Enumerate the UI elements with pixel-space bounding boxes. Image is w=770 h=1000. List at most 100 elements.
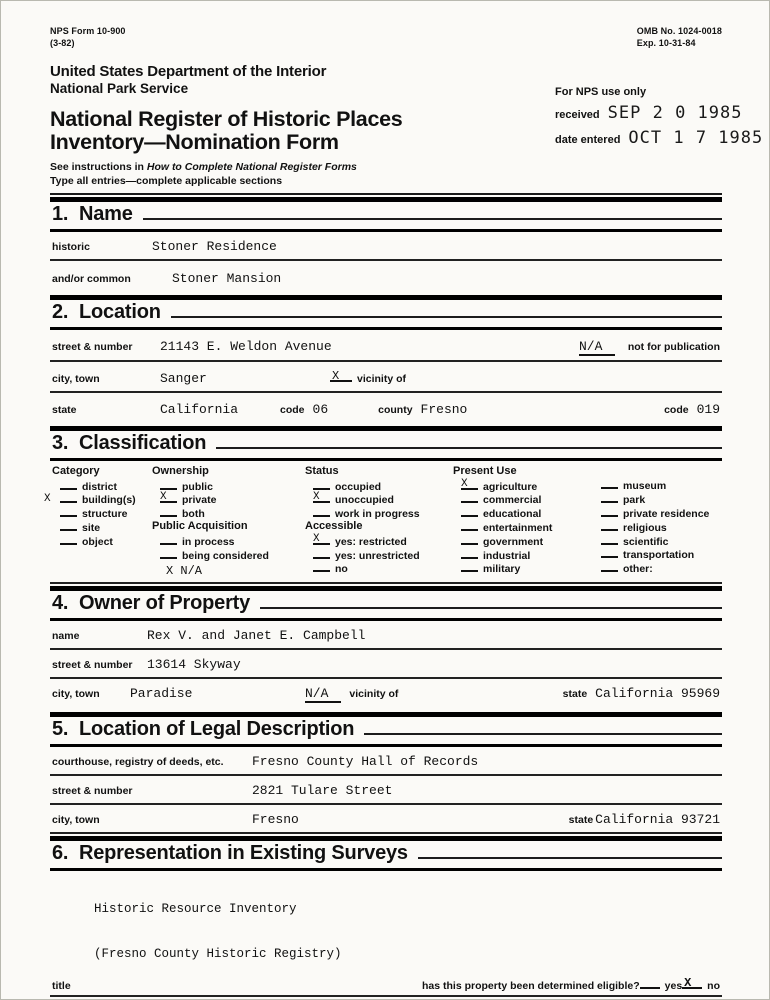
checkbox-private-residence: private residence xyxy=(593,506,722,520)
received-label: received xyxy=(555,109,600,121)
instructions: See instructions in How to Complete Nati… xyxy=(50,161,722,196)
blank-line xyxy=(60,537,77,545)
historic-label: historic xyxy=(52,241,90,254)
checkbox-being-considered: being considered xyxy=(152,548,305,562)
owner-vicinity-label: vicinity of xyxy=(349,687,399,700)
checkbox-military: military xyxy=(453,562,593,575)
accessible-header: Accessible xyxy=(305,520,363,533)
checkbox-label: yes: unrestricted xyxy=(335,549,420,562)
date-entered-row: date entered OCT 1 7 1985 xyxy=(555,128,762,148)
checkbox-label: government xyxy=(483,535,544,548)
street-label: street & number xyxy=(52,341,133,354)
checkbox-label: object xyxy=(82,535,113,548)
section-6-rule xyxy=(417,856,722,859)
blank-line xyxy=(601,523,618,531)
blank-line: X xyxy=(160,491,177,504)
eligible-question: has this property been determined eligib… xyxy=(422,979,640,992)
present-use-column-2: museum park private residence religious … xyxy=(593,465,722,578)
blank-line: X xyxy=(313,491,330,504)
blank-line xyxy=(601,537,618,545)
section-2-rule xyxy=(170,316,722,319)
checkbox-label: park xyxy=(623,494,646,507)
checkbox-scientific: scientific xyxy=(593,534,722,548)
not-for-publication-label: not for publication xyxy=(627,341,720,354)
checkbox-no: no xyxy=(305,562,453,575)
courthouse-value: Fresno County Hall of Records xyxy=(252,753,479,769)
state-value: California xyxy=(160,402,239,418)
blank-line: X xyxy=(461,478,478,490)
blank-line xyxy=(160,482,177,490)
blank-line: X xyxy=(313,533,330,545)
city-label: city, town xyxy=(52,373,100,386)
blank-line xyxy=(601,481,618,490)
blank-line xyxy=(313,509,330,518)
legal-street-label: street & number xyxy=(52,784,133,797)
checkbox-both: both xyxy=(152,506,305,520)
section-1-header: 1. Name xyxy=(50,197,722,233)
common-label: and/or common xyxy=(52,273,131,286)
street-value: 21143 E. Weldon Avenue xyxy=(160,339,332,355)
x-mark: X xyxy=(684,975,692,990)
field-survey-title: title Historic Resource Inventory (Fresn… xyxy=(50,871,722,997)
section-3-header: 3. Classification xyxy=(50,426,722,462)
eligible-yes-line xyxy=(639,978,660,989)
checkbox-label: transportation xyxy=(623,549,695,562)
code2-label: code xyxy=(664,404,689,417)
blank-line xyxy=(313,551,330,559)
checkbox-label: public xyxy=(182,480,213,493)
public-acquisition-header: Public Acquisition xyxy=(152,520,248,533)
blank-line xyxy=(313,564,330,573)
field-historic: historic Stoner Residence xyxy=(50,232,722,262)
checkbox-label: scientific xyxy=(623,535,669,548)
vicinity-checkline: X xyxy=(330,369,352,383)
owner-street-value: 13614 Skyway xyxy=(147,656,241,672)
code-value: 06 xyxy=(312,402,329,418)
eligible-no-line: X xyxy=(682,975,703,990)
field-owner-street: street & number 13614 Skyway xyxy=(50,650,722,679)
checkbox-label: yes: restricted xyxy=(335,535,407,548)
omb-line1: OMB No. 1024-0018 xyxy=(636,26,722,36)
checkbox-label: work in progress xyxy=(335,508,420,521)
blank-line xyxy=(601,550,618,559)
field-common: and/or common Stoner Mansion xyxy=(50,261,722,293)
form-number-line1: NPS Form 10-900 xyxy=(50,26,126,36)
date-entered-label: date entered xyxy=(555,134,621,146)
section-6-title: 6. Representation in Existing Surveys xyxy=(52,841,408,864)
field-courthouse: courthouse, registry of deeds, etc. Fres… xyxy=(50,747,722,776)
historic-value: Stoner Residence xyxy=(152,239,277,255)
checkbox-district: district xyxy=(52,479,152,493)
acquisition-na-value: X N/A xyxy=(166,563,203,578)
omb-number: OMB No. 1024-0018 Exp. 10-31-84 xyxy=(637,26,722,49)
legal-street-value: 2821 Tulare Street xyxy=(252,782,393,798)
checkbox-label: building(s) xyxy=(82,494,136,507)
blank-line xyxy=(160,551,177,559)
blank-line xyxy=(461,495,478,504)
checkbox-occupied: occupied xyxy=(305,479,453,493)
section-4-title: 4. Owner of Property xyxy=(52,591,251,614)
blank-line xyxy=(160,509,177,518)
checkbox-religious: religious xyxy=(593,520,722,534)
checkbox-label: private residence xyxy=(623,508,710,521)
field-owner-city: city, town Paradise N/A vicinity of stat… xyxy=(50,679,722,710)
eligible-no-label: no xyxy=(707,979,720,992)
owner-state-label: state xyxy=(562,687,588,700)
ownership-header: Ownership xyxy=(152,465,209,478)
blank-line xyxy=(461,551,478,559)
checkbox-label: agriculture xyxy=(483,480,538,493)
not-for-publication-group: N/A not for publication xyxy=(578,337,720,357)
department-title: United States Department of the Interior xyxy=(50,63,327,81)
owner-name-value: Rex V. and Janet E. Campbell xyxy=(147,627,366,643)
checkbox-government: government xyxy=(453,534,593,548)
date-entered-stamp: OCT 1 7 1985 xyxy=(628,128,764,148)
courthouse-label: courthouse, registry of deeds, etc. xyxy=(52,755,224,768)
checkbox-label: in process xyxy=(182,535,235,548)
nps-use-heading: For NPS use only xyxy=(555,86,647,98)
section-1-title: 1. Name xyxy=(52,203,133,226)
blank-line xyxy=(60,523,77,532)
section-5-header: 5. Location of Legal Description xyxy=(50,711,722,747)
field-street-number: street & number 21143 E. Weldon Avenue N… xyxy=(50,330,722,363)
checkbox-label: unoccupied xyxy=(335,494,394,507)
